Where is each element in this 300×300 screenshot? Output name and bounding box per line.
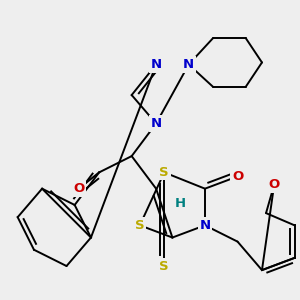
Text: N: N [151, 58, 162, 71]
Text: S: S [159, 166, 169, 179]
Text: N: N [151, 117, 162, 130]
Text: N: N [200, 219, 211, 232]
Text: H: H [175, 197, 186, 210]
Text: S: S [135, 219, 145, 232]
Text: O: O [73, 182, 84, 195]
Text: O: O [232, 170, 243, 183]
Text: O: O [268, 178, 280, 191]
Text: S: S [159, 260, 169, 272]
Text: N: N [183, 58, 194, 71]
